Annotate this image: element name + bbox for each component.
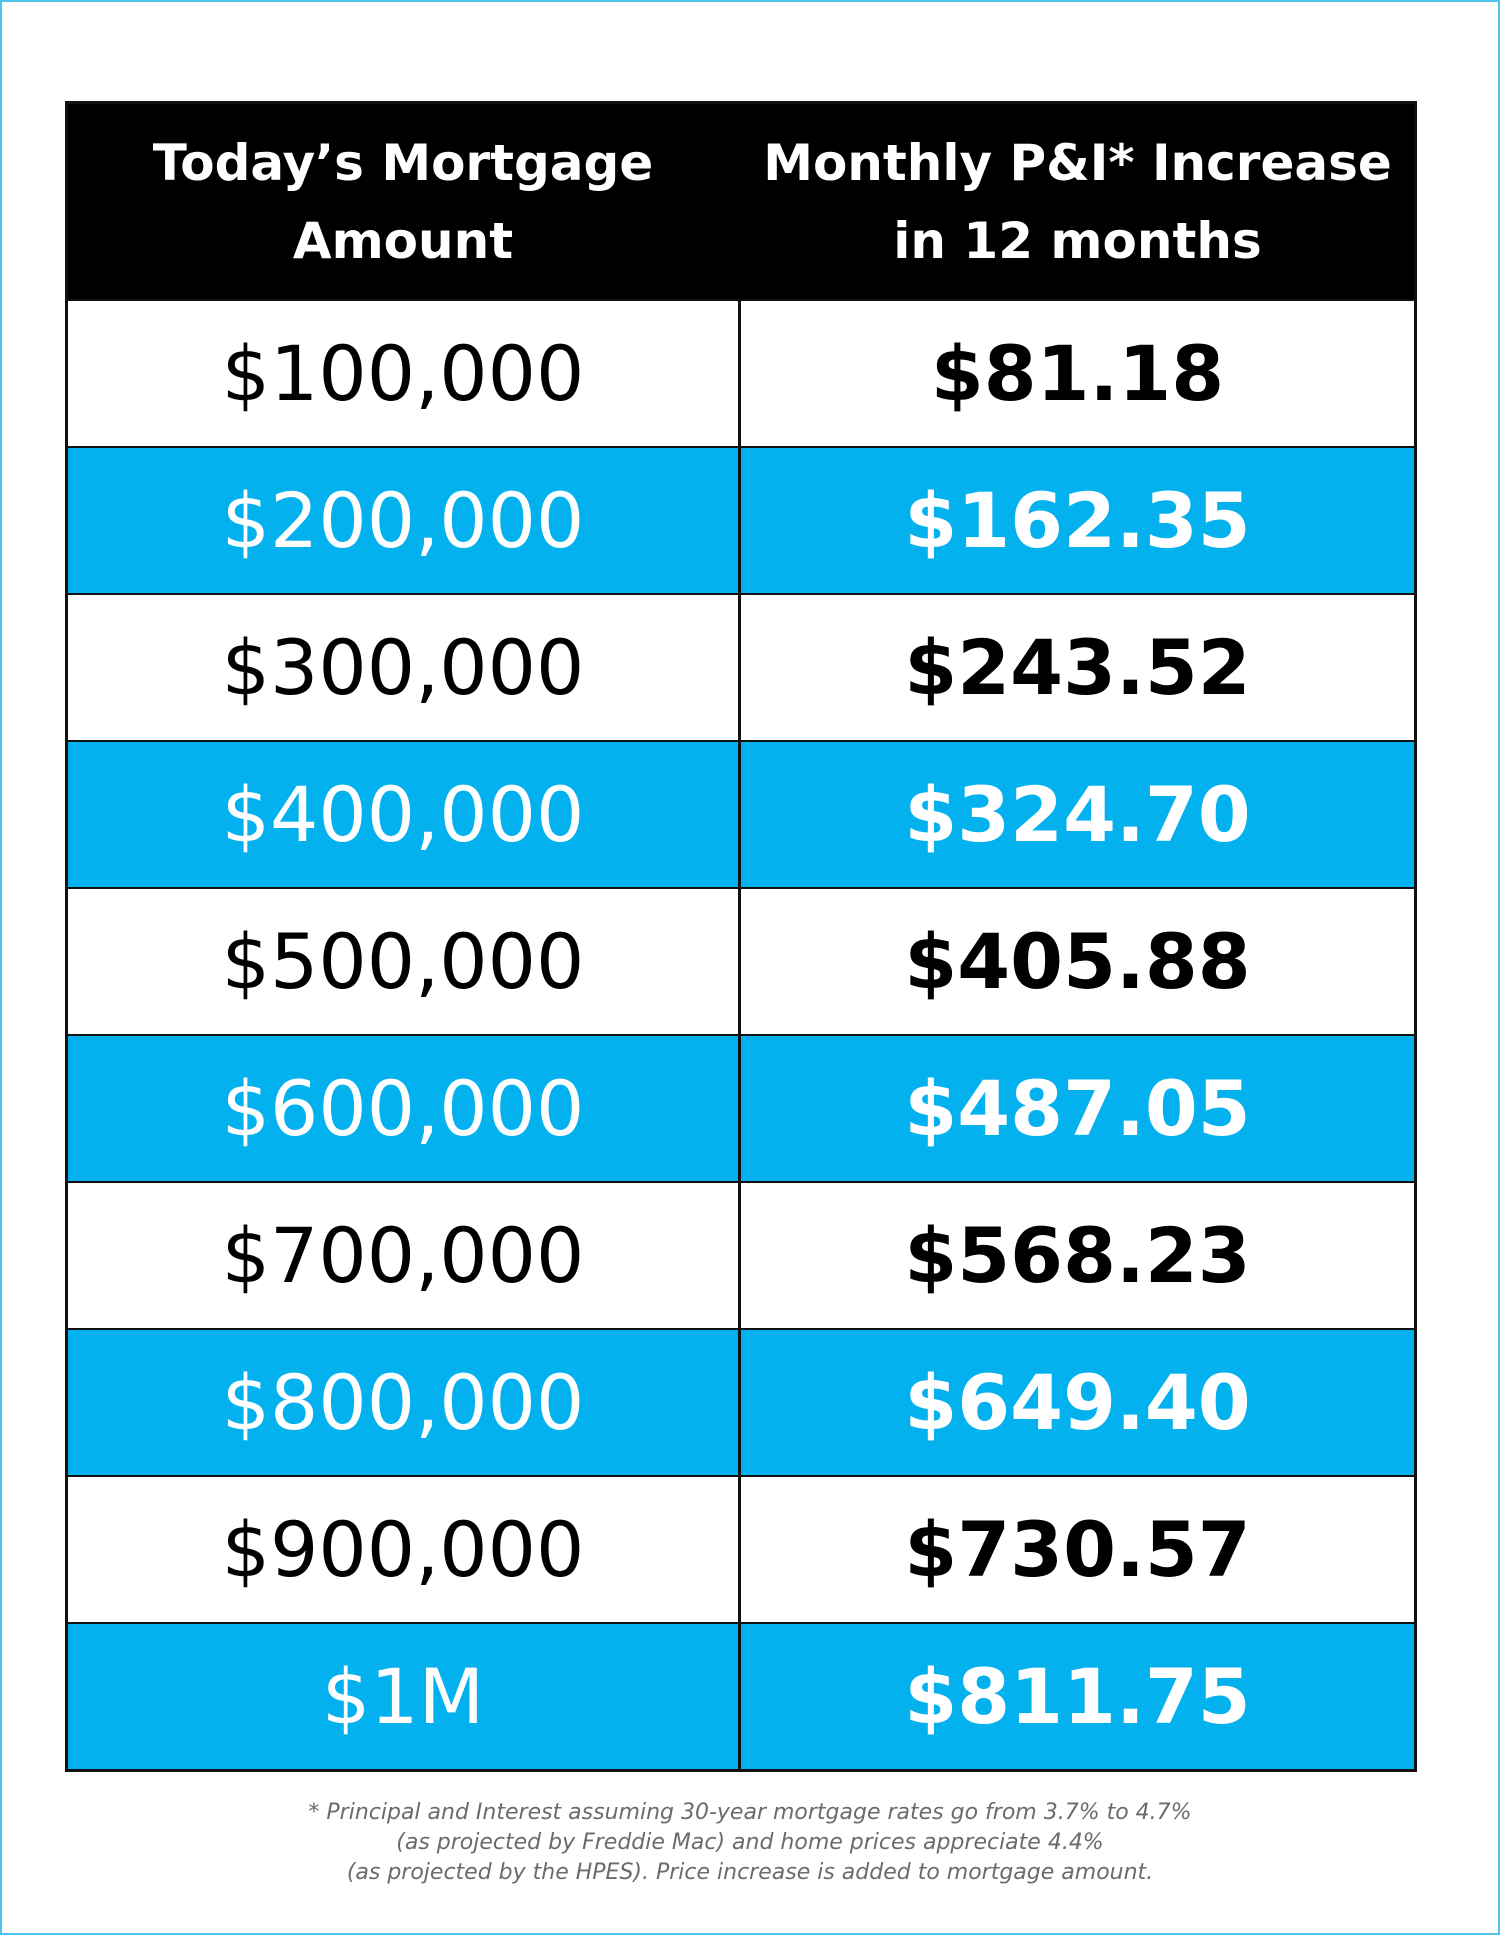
table-header: Today’s Mortgage Amount Monthly P&I* Inc… xyxy=(68,104,1414,299)
table-row: $600,000 $487.05 xyxy=(68,1034,1414,1181)
mortgage-amount-cell: $1M xyxy=(68,1624,741,1769)
monthly-increase-cell: $243.52 xyxy=(904,623,1251,712)
mortgage-amount-cell: $900,000 xyxy=(68,1477,741,1622)
table-row: $700,000 $568.23 xyxy=(68,1181,1414,1328)
header-mortgage-amount: Today’s Mortgage Amount xyxy=(68,104,741,299)
header-monthly-increase: Monthly P&I* Increase in 12 months xyxy=(763,133,1392,270)
table-row: $900,000 $730.57 xyxy=(68,1475,1414,1622)
table-row: $400,000 $324.70 xyxy=(68,740,1414,887)
mortgage-amount-cell: $800,000 xyxy=(68,1330,741,1475)
table-row: $100,000 $81.18 xyxy=(68,299,1414,446)
mortgage-amount-cell: $300,000 xyxy=(68,595,741,740)
table-row: $500,000 $405.88 xyxy=(68,887,1414,1034)
footnote-line: (as projected by Freddie Mac) and home p… xyxy=(396,1830,1104,1855)
mortgage-amount-cell: $100,000 xyxy=(68,301,741,446)
footnote-line: (as projected by the HPES). Price increa… xyxy=(346,1860,1154,1885)
mortgage-table: Today’s Mortgage Amount Monthly P&I* Inc… xyxy=(65,101,1417,1772)
footnote-line: * Principal and Interest assuming 30-yea… xyxy=(308,1800,1192,1825)
mortgage-amount-cell: $700,000 xyxy=(68,1183,741,1328)
table-row: $1M $811.75 xyxy=(68,1622,1414,1769)
monthly-increase-cell: $568.23 xyxy=(904,1211,1251,1300)
monthly-increase-cell: $487.05 xyxy=(904,1064,1251,1153)
monthly-increase-cell: $649.40 xyxy=(904,1358,1251,1447)
monthly-increase-cell: $324.70 xyxy=(904,770,1251,859)
monthly-increase-cell: $405.88 xyxy=(904,917,1251,1006)
monthly-increase-cell: $81.18 xyxy=(930,329,1225,418)
monthly-increase-cell: $730.57 xyxy=(904,1505,1251,1594)
table-row: $800,000 $649.40 xyxy=(68,1328,1414,1475)
monthly-increase-cell: $811.75 xyxy=(904,1652,1251,1741)
mortgage-amount-cell: $500,000 xyxy=(68,889,741,1034)
mortgage-amount-cell: $200,000 xyxy=(68,448,741,593)
mortgage-amount-cell: $600,000 xyxy=(68,1036,741,1181)
table-body: $100,000 $81.18 $200,000 $162.35 $300,000 $24… xyxy=(68,299,1414,1769)
mortgage-amount-cell: $400,000 xyxy=(68,742,741,887)
table-row: $300,000 $243.52 xyxy=(68,593,1414,740)
monthly-increase-cell: $162.35 xyxy=(904,476,1251,565)
table-row: $200,000 $162.35 xyxy=(68,446,1414,593)
footnote: * Principal and Interest assuming 30-yea… xyxy=(0,1798,1500,1888)
